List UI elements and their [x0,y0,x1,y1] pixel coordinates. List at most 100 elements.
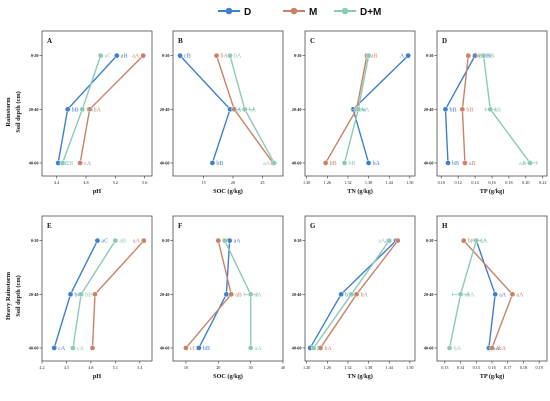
plot-frame [172,30,284,177]
y-tick-label: 20-40 [292,107,302,112]
data-point [338,291,344,298]
series-m: aB bB [322,52,378,167]
series-d-m: aA [310,237,393,351]
significance-label: aA [234,239,242,245]
significance-label: aA [516,292,524,298]
x-tick-label: 0.20 [522,180,529,185]
data-point [509,291,516,298]
data-point [247,291,254,298]
x-tick-label: 1.20 [303,180,310,185]
significance-label: bB [452,161,459,167]
series-d-m: aA bB [341,52,372,167]
significance-label: cB [184,54,191,60]
y-tick-label: 0-20 [294,238,302,243]
x-tick-label: 0.14 [471,180,479,185]
x-tick-label: 1.26 [324,365,331,370]
data-point [365,160,372,166]
data-point [215,237,222,244]
y-tick-label: 20-40 [160,107,170,112]
data-point [221,237,228,244]
series-m: bA bA [317,237,401,352]
data-point [460,237,467,244]
x-tick-label: 1.26 [324,180,331,185]
panel-letter: H [442,222,448,230]
y-tick-label: 40-60 [424,345,434,350]
significance-label: aC [101,239,108,245]
significance-label: aA [378,239,386,245]
x-tick-label: 5.6 [142,180,147,185]
x-tick-label: 1.20 [303,365,310,370]
panel-d: D 0.10 0.12 0.14 0.16 0.18 0.20 0.22 0-20 20-40 40… [424,30,548,195]
data-point [480,52,487,59]
significance-label: abA [496,346,507,352]
data-point [70,345,76,351]
data-point [228,291,235,298]
legend-marker-m [290,7,298,15]
x-tick-label: 0.18 [520,365,527,370]
data-point [78,291,84,298]
significance-label: bA [373,161,381,167]
significance-label: aA [480,239,488,245]
x-tick-label: 15 [201,180,205,185]
data-point [177,52,183,59]
x-tick-label: 0.14 [457,365,465,370]
significance-label: aA [263,161,271,167]
series-d-m: aA abA bA [446,237,488,352]
depth-axis-label: Soil depth (cm) [15,275,22,317]
panel-letter: C [310,37,315,45]
significance-label: aA [133,239,141,245]
legend-label-dm: D+M [360,7,381,18]
legend-item-dm: D+M [334,7,381,18]
significance-label: aB [371,54,378,60]
data-point [247,345,254,351]
x-tick-label: 0.15 [473,365,480,370]
x-tick-label: 1.50 [406,180,413,185]
plot-frame [172,215,284,362]
plot-frame [436,215,548,362]
x-tick-label: 0.18 [505,180,512,185]
panel-g: G 1.20 1.26 1.32 1.38 1.44 1.50 0-20 20-40 40-60 T… [292,215,416,380]
series-line [91,240,145,348]
data-point [348,291,355,298]
significance-label: bA [86,107,94,113]
significance-label: bB [349,161,356,167]
significance-label: aB [488,54,495,60]
significance-label: aB [121,54,128,60]
significance-label: aA [499,292,507,298]
significance-label: bC [75,292,82,298]
x-tick-label: 1.32 [344,180,351,185]
significance-label: cA [84,161,92,167]
data-point [77,160,83,166]
series-d: aB bB cC [55,52,128,167]
y-tick-label: 40-60 [29,160,39,165]
panel-e: E 4.2 4.5 4.8 5.1 5.4 0-20 20-40 40-60 pH aC bC cA aA… [29,215,153,380]
row-label-text: Rainstorm [5,97,12,127]
significance-label: bA [357,107,365,113]
legend-label-m: M [309,7,317,18]
y-tick-label: 40-60 [160,345,170,350]
significance-label: cB [67,161,74,167]
plot-frame [41,215,153,362]
data-point [223,291,230,298]
data-point [487,106,494,113]
panel-letter: F [178,222,182,230]
series-d-m: aA aA [221,237,262,352]
x-axis-label: TN (g/kg) [347,188,373,195]
y-tick-label: 40-60 [160,160,170,165]
data-point [67,291,74,298]
data-point [183,345,189,351]
panel-c: C 1.20 1.26 1.32 1.38 1.44 1.50 0-20 20-40 40-60 T… [292,30,416,195]
y-tick-label: 40-60 [292,345,302,350]
data-point [209,160,216,166]
panel-letter: E [47,222,52,230]
y-tick-label: 0-20 [162,238,170,243]
significance-label: bA [94,107,102,113]
significance-label: aA [362,107,370,113]
depth-axis-label: Soil depth (cm) [15,91,22,133]
y-tick-label: 20-40 [29,107,39,112]
x-tick-label: 30 [249,365,253,370]
significance-label: cC [190,346,197,352]
significance-label: bA [249,107,257,113]
x-tick-label: 0.12 [454,180,461,185]
